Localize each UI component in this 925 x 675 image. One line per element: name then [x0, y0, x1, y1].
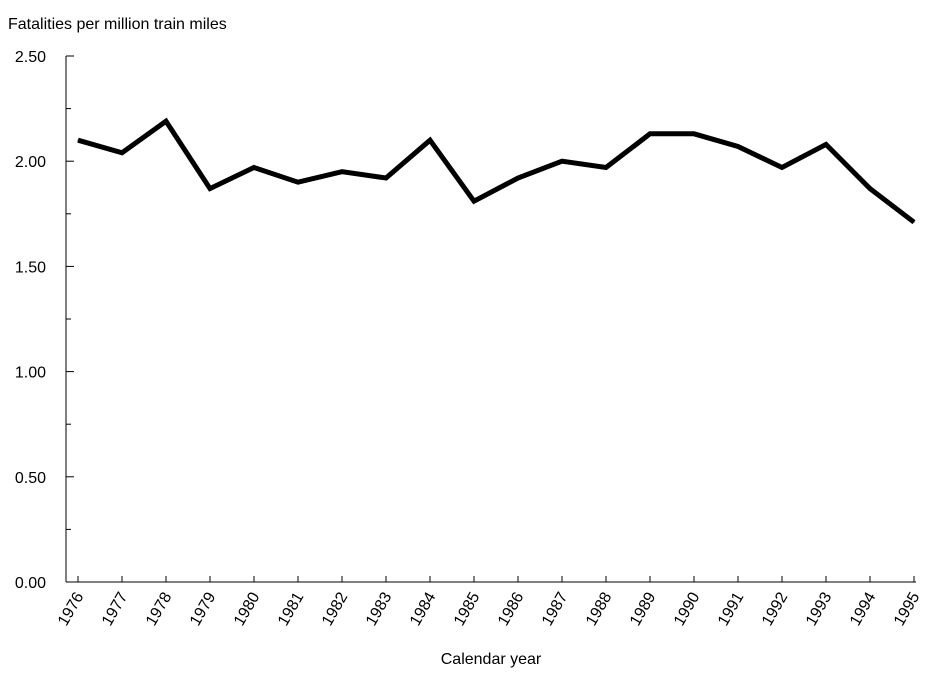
- x-tick-label: 1988: [583, 589, 616, 628]
- data-point: [825, 143, 827, 145]
- data-point: [385, 177, 387, 179]
- data-point: [693, 133, 695, 135]
- x-tick-label: 1986: [495, 589, 528, 628]
- data-point: [913, 221, 915, 223]
- x-tick-label: 1981: [275, 589, 308, 628]
- series-line: [77, 117, 916, 225]
- x-tick-label: 1979: [187, 589, 220, 628]
- x-tick-label: 1994: [847, 589, 880, 628]
- data-point: [649, 133, 651, 135]
- x-tick-label: 1989: [627, 589, 660, 628]
- series-layer: [77, 117, 916, 225]
- x-tick-label: 1990: [671, 589, 704, 628]
- x-tick-label: 1995: [891, 589, 924, 628]
- data-point: [165, 120, 167, 122]
- y-tick-label: 1.50: [15, 259, 46, 276]
- y-tick-label: 2.50: [15, 49, 46, 66]
- y-tick-label: 1.00: [15, 365, 46, 382]
- data-point: [781, 167, 783, 169]
- data-point: [605, 167, 607, 169]
- x-tick-label: 1982: [319, 589, 352, 628]
- x-tick-label: 1993: [803, 589, 836, 628]
- x-tick-label: 1984: [407, 589, 440, 628]
- x-axis-title: Calendar year: [441, 651, 542, 668]
- data-point: [473, 200, 475, 202]
- y-tick-label: 0.00: [15, 575, 46, 592]
- x-tick-label: 1983: [363, 589, 396, 628]
- x-tick-label: 1991: [715, 589, 748, 628]
- data-point: [517, 177, 519, 179]
- x-tick-label: 1976: [55, 589, 88, 628]
- data-point: [869, 188, 871, 190]
- data-point: [121, 152, 123, 154]
- x-tick-label: 1985: [451, 589, 484, 628]
- data-point: [429, 139, 431, 141]
- data-point: [297, 181, 299, 183]
- x-tick-label: 1980: [231, 589, 264, 628]
- y-tick-label: 2.00: [15, 154, 46, 171]
- data-point: [341, 171, 343, 173]
- x-tick-label: 1978: [143, 589, 176, 628]
- x-tick-label: 1987: [539, 589, 572, 628]
- y-axis-title: Fatalities per million train miles: [8, 16, 227, 33]
- y-axis: 0.00 0.50 1.00 1.50 2.00 2.50: [15, 49, 74, 592]
- data-point: [737, 145, 739, 147]
- x-tick-label: 1977: [99, 589, 132, 628]
- x-tick-label: 1992: [759, 589, 792, 628]
- y-tick-label: 0.50: [15, 470, 46, 487]
- data-point: [561, 160, 563, 162]
- x-axis: 1976 1977 1978 1979 1980 1981 1982 1983 1984 1985…: [55, 576, 924, 629]
- data-point: [77, 139, 79, 141]
- data-point: [253, 167, 255, 169]
- data-point: [209, 188, 211, 190]
